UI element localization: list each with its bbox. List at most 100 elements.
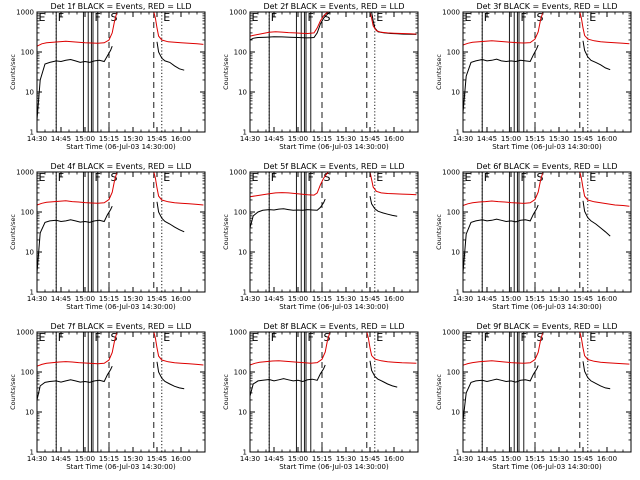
events-series-line xyxy=(156,201,185,233)
panel-title: Det 8f BLACK = Events, RED = LLD xyxy=(263,322,404,331)
x-tick-label: 15:30 xyxy=(123,295,143,303)
x-tick-label: 16:00 xyxy=(171,455,191,463)
x-tick-label: 14:30 xyxy=(240,135,260,143)
panel-title: Det 7f BLACK = Events, RED = LLD xyxy=(50,322,191,331)
events-series-line xyxy=(36,46,113,121)
events-series-line xyxy=(36,365,113,401)
x-tick-label: 15:00 xyxy=(75,295,95,303)
lld-series-line xyxy=(462,11,544,46)
event-marker-s: S xyxy=(537,11,544,24)
x-tick-label: 16:00 xyxy=(597,455,617,463)
x-tick-label: 15:00 xyxy=(501,295,521,303)
event-marker-f: F xyxy=(95,171,101,184)
x-tick-label: 14:45 xyxy=(51,295,71,303)
y-tick-label: 10 xyxy=(238,249,247,257)
x-tick-label: 15:45 xyxy=(360,135,380,143)
event-marker-f: F xyxy=(271,11,277,24)
panel-title: Det 5f BLACK = Events, RED = LLD xyxy=(263,162,404,171)
x-axis-label: Start Time (06-Jul-03 14:30:00) xyxy=(279,303,389,311)
y-tick-label: 1000 xyxy=(229,169,247,177)
panel-title: Det 1f BLACK = Events, RED = LLD xyxy=(50,2,191,11)
events-series-line xyxy=(156,361,185,390)
x-axis-label: Start Time (06-Jul-03 14:30:00) xyxy=(66,143,176,151)
event-marker-f: F xyxy=(271,171,277,184)
event-marker-e: E xyxy=(376,171,383,184)
y-tick-label: 100 xyxy=(21,369,34,377)
x-tick-label: 15:30 xyxy=(123,455,143,463)
lld-series-line xyxy=(36,11,118,47)
event-marker-e: E xyxy=(163,331,170,344)
x-tick-label: 14:45 xyxy=(477,135,497,143)
plot-frame xyxy=(249,11,419,133)
lld-series-line xyxy=(462,331,544,366)
events-series-line xyxy=(249,198,326,229)
x-tick-label: 15:45 xyxy=(573,135,593,143)
events-series-line xyxy=(462,204,539,273)
event-marker-e: E xyxy=(589,11,596,24)
event-marker-f: F xyxy=(308,11,314,24)
x-tick-label: 14:30 xyxy=(27,135,47,143)
x-tick-label: 15:00 xyxy=(288,455,308,463)
event-marker-s: S xyxy=(537,171,544,184)
y-tick-label: 10 xyxy=(451,249,460,257)
event-marker-f: F xyxy=(58,331,64,344)
x-tick-label: 15:45 xyxy=(147,135,167,143)
x-tick-label: 15:15 xyxy=(99,455,119,463)
lld-series-line xyxy=(249,11,329,37)
x-tick-label: 15:45 xyxy=(573,295,593,303)
event-marker-e: E xyxy=(252,11,259,24)
lld-series-line xyxy=(249,331,331,366)
lld-series-line xyxy=(153,171,204,206)
x-tick-label: 15:30 xyxy=(549,295,569,303)
x-tick-label: 15:00 xyxy=(288,295,308,303)
y-axis-label: Counts/sec xyxy=(222,374,230,410)
panel-title: Det 9f BLACK = Events, RED = LLD xyxy=(476,322,617,331)
lld-series-line xyxy=(36,331,118,367)
lld-series-line xyxy=(579,11,630,45)
event-marker-e: E xyxy=(465,171,472,184)
y-tick-label: 100 xyxy=(447,49,460,57)
plot-frame xyxy=(249,171,419,293)
x-axis-label: Start Time (06-Jul-03 14:30:00) xyxy=(279,463,389,471)
plot-frame xyxy=(36,11,206,133)
y-tick-label: 10 xyxy=(25,249,34,257)
plot-frame xyxy=(462,331,632,453)
y-axis-label: Counts/sec xyxy=(9,214,17,250)
event-marker-f: F xyxy=(521,331,527,344)
plot-frame xyxy=(249,331,419,453)
y-tick-label: 1000 xyxy=(229,9,247,17)
x-tick-label: 15:30 xyxy=(123,135,143,143)
panel-title: Det 3f BLACK = Events, RED = LLD xyxy=(476,2,617,11)
x-tick-label: 14:30 xyxy=(453,295,473,303)
event-marker-s: S xyxy=(537,331,544,344)
x-tick-label: 14:30 xyxy=(27,455,47,463)
event-marker-e: E xyxy=(163,11,170,24)
x-tick-label: 16:00 xyxy=(597,135,617,143)
x-tick-label: 14:45 xyxy=(264,455,284,463)
x-tick-label: 14:30 xyxy=(240,295,260,303)
lld-series-line xyxy=(153,11,204,45)
y-tick-label: 1 xyxy=(456,289,460,297)
x-tick-label: 15:15 xyxy=(312,135,332,143)
panel-title: Det 6f BLACK = Events, RED = LLD xyxy=(476,162,617,171)
events-series-line xyxy=(582,361,611,390)
y-tick-label: 1000 xyxy=(16,169,34,177)
event-marker-s: S xyxy=(324,171,331,184)
x-tick-label: 15:00 xyxy=(75,135,95,143)
y-tick-label: 1 xyxy=(243,129,247,137)
y-tick-label: 100 xyxy=(447,369,460,377)
x-tick-label: 16:00 xyxy=(171,135,191,143)
x-tick-label: 16:00 xyxy=(384,135,404,143)
y-tick-label: 1000 xyxy=(442,169,460,177)
y-tick-label: 1 xyxy=(30,129,34,137)
x-tick-label: 15:00 xyxy=(75,455,95,463)
x-tick-label: 14:45 xyxy=(51,135,71,143)
events-series-line xyxy=(156,41,185,71)
panel-title: Det 4f BLACK = Events, RED = LLD xyxy=(50,162,191,171)
event-marker-f: F xyxy=(95,331,101,344)
lld-series-line xyxy=(579,171,630,207)
